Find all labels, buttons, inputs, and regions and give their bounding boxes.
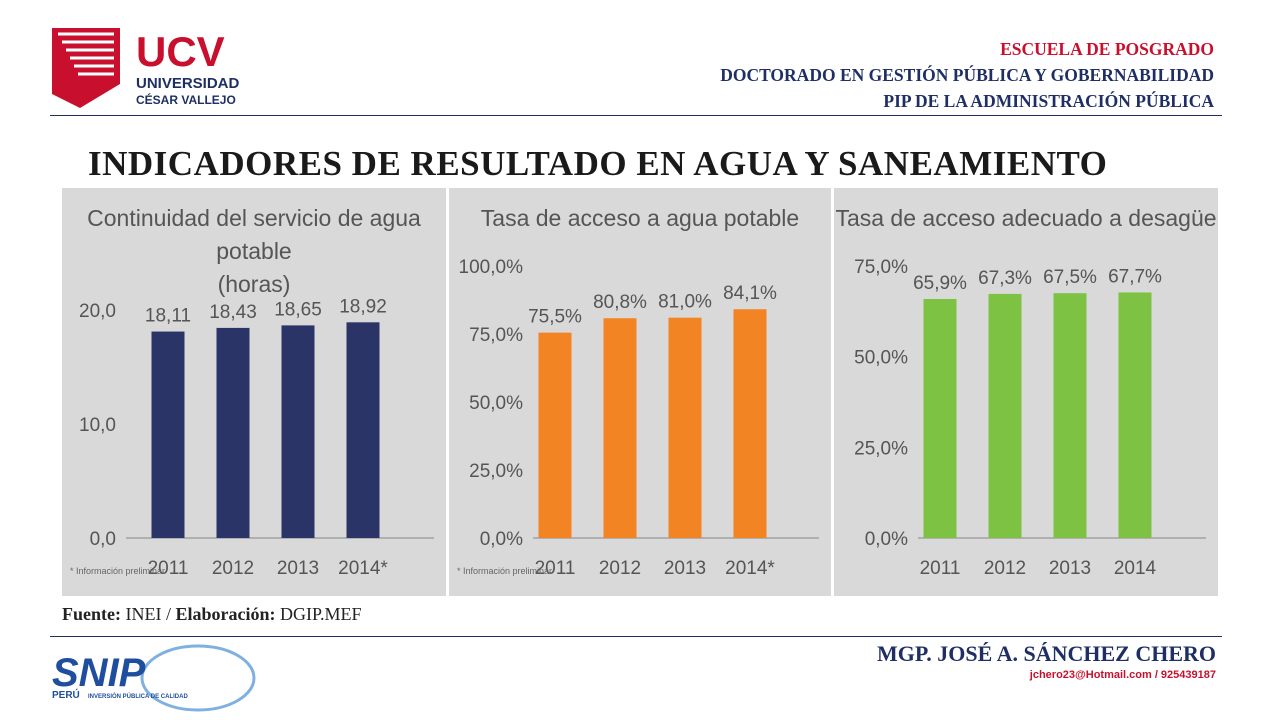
- snip-logo: SNIP PERÚ INVERSIÓN PÚBLICA DE CALIDAD: [52, 644, 256, 712]
- chart-note: * Información preliminar: [70, 566, 166, 576]
- bar: [1118, 292, 1152, 538]
- header-divider: [50, 115, 1222, 116]
- chart-panel-desague: Tasa de acceso adecuado a desagüe 0,0% 25,…: [834, 188, 1218, 596]
- bar: [346, 322, 380, 538]
- source-separator: /: [165, 604, 171, 624]
- bar: [538, 332, 572, 538]
- y-tick-label: 10,0: [79, 415, 116, 436]
- data-label: 75,5%: [528, 307, 582, 328]
- ucv-logo: UCV UNIVERSIDAD CÉSAR VALLEJO: [52, 28, 240, 108]
- bar: [923, 299, 957, 538]
- chart-title-line: Continuidad del servicio de agua potable: [87, 205, 421, 264]
- snip-logo-tagline: INVERSIÓN PÚBLICA DE CALIDAD: [88, 692, 188, 700]
- footer-divider: [50, 636, 1222, 637]
- chart-title: Tasa de acceso a agua potable: [449, 202, 831, 235]
- data-label: 67,5%: [1043, 267, 1097, 288]
- bar: [151, 331, 185, 538]
- author-block: MGP. JOSÉ A. SÁNCHEZ CHERO jchero23@Hotm…: [877, 641, 1216, 681]
- x-tick-label: 2014*: [338, 558, 388, 579]
- bar: [668, 317, 702, 538]
- y-tick-label: 20,0: [79, 301, 116, 322]
- x-tick-label: 2013: [1049, 558, 1091, 579]
- chart-title-line: Tasa de acceso adecuado a desagüe: [835, 205, 1217, 231]
- ucv-shield-icon: [52, 28, 120, 108]
- x-tick-label: 2012: [599, 558, 641, 579]
- y-tick-label: 0,0: [90, 529, 116, 550]
- author-contact: jchero23@Hotmail.com / 925439187: [1029, 669, 1216, 681]
- data-label: 18,43: [209, 302, 257, 323]
- x-tick-label: 2012: [984, 558, 1026, 579]
- header-text: ESCUELA DE POSGRADO DOCTORADO EN GESTIÓN…: [720, 36, 1214, 114]
- y-tick-label: 50,0%: [854, 348, 908, 369]
- chart-title-line: Tasa de acceso a agua potable: [480, 205, 800, 231]
- y-tick-label: 50,0%: [469, 393, 523, 414]
- data-label: 18,11: [145, 306, 191, 327]
- ucv-logo-name: UCV: [136, 28, 225, 75]
- snip-logo-name: SNIP: [52, 651, 146, 695]
- data-label: 80,8%: [593, 292, 647, 313]
- bar: [988, 293, 1022, 538]
- school-name: ESCUELA DE POSGRADO: [1000, 39, 1214, 59]
- author-name: MGP. JOSÉ A. SÁNCHEZ CHERO: [876, 641, 1216, 666]
- x-tick-label: 2011: [535, 558, 576, 579]
- program-name: DOCTORADO EN GESTIÓN PÚBLICA Y GOBERNABI…: [720, 65, 1214, 85]
- snip-logo-country: PERÚ: [52, 688, 80, 701]
- y-tick-label: 100,0%: [459, 257, 524, 278]
- data-label: 67,7%: [1108, 266, 1162, 287]
- bar: [603, 318, 637, 538]
- x-tick-label: 2014*: [725, 558, 775, 579]
- y-tick-label: 75,0%: [469, 325, 523, 346]
- bar-chart-svg: 0,0% 25,0% 50,0% 75,0%65,9% 2011 67,3% 2012 67,…: [854, 257, 1206, 579]
- data-label: 65,9%: [913, 273, 967, 294]
- ucv-logo-line1: UNIVERSIDAD: [136, 75, 240, 92]
- y-tick-label: 0,0%: [480, 529, 523, 550]
- source-line: Fuente: INEI / Elaboración: DGIP.MEF: [62, 604, 362, 625]
- x-tick-label: 2012: [212, 558, 254, 579]
- ucv-logo-line2: CÉSAR VALLEJO: [136, 92, 236, 107]
- y-tick-label: 25,0%: [854, 438, 908, 459]
- y-tick-label: 75,0%: [854, 257, 908, 278]
- course-name: PIP DE LA ADMINISTRACIÓN PÚBLICA: [883, 91, 1214, 111]
- snip-swoosh-icon: [140, 644, 256, 712]
- chart-panel-continuidad: Continuidad del servicio de agua potable…: [62, 188, 446, 596]
- bar-chart-svg: 0,0 10,0 20,0 18,11 2011 18,43 2012 18,65 2013 18…: [79, 296, 434, 579]
- chart-title: Tasa de acceso adecuado a desagüe: [834, 202, 1218, 235]
- x-tick-label: 2011: [920, 558, 961, 579]
- chart-note: * Información preliminar: [457, 566, 553, 576]
- x-tick-label: 2011: [148, 558, 189, 579]
- bar-chart-svg: 0,0% 25,0% 50,0% 75,0% 100,0% 75,5% 2011 80,8% 2…: [459, 257, 819, 579]
- data-label: 81,0%: [658, 292, 712, 313]
- x-tick-label: 2013: [664, 558, 706, 579]
- bar: [281, 325, 315, 538]
- data-label: 67,3%: [978, 268, 1032, 289]
- data-label: 18,92: [339, 296, 387, 317]
- y-tick-label: 0,0%: [865, 529, 908, 550]
- chart-title-line: (horas): [217, 271, 291, 297]
- elaboration-value: DGIP.MEF: [280, 604, 362, 624]
- charts-panel: Continuidad del servicio de agua potable…: [62, 188, 1218, 596]
- elaboration-label: Elaboración:: [175, 604, 276, 624]
- chart-title: Continuidad del servicio de agua potable…: [62, 202, 446, 301]
- x-tick-label: 2014: [1114, 558, 1157, 579]
- data-label: 84,1%: [723, 283, 777, 304]
- x-tick-label: 2013: [277, 558, 319, 579]
- bar: [733, 309, 767, 538]
- bar: [216, 327, 250, 538]
- source-value: INEI: [125, 604, 162, 624]
- y-tick-label: 25,0%: [469, 461, 523, 482]
- data-label: 18,65: [274, 299, 322, 320]
- bar: [1053, 293, 1087, 538]
- page-title: INDICADORES DE RESULTADO EN AGUA Y SANEA…: [88, 144, 1108, 183]
- source-label: Fuente:: [62, 604, 121, 624]
- chart-panel-agua: Tasa de acceso a agua potable 0,0% 25,0% 50…: [449, 188, 831, 596]
